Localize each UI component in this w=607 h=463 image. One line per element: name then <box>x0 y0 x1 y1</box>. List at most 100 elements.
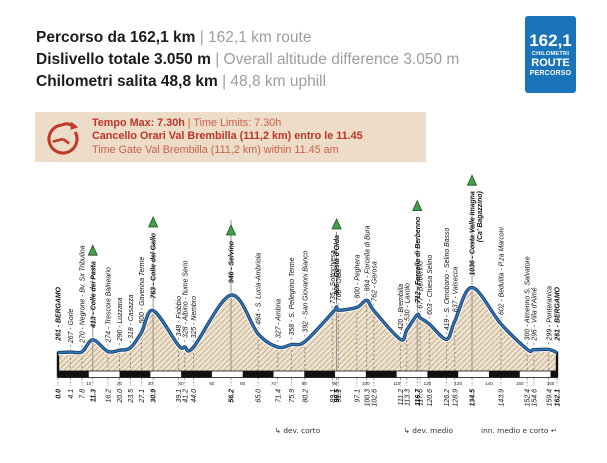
waypoint-label: 327 - Ambria <box>275 299 282 338</box>
axis-tick-label: 150 <box>516 381 524 386</box>
waypoint-labels: 261 - BERGAMO 267 - Gorle 270 - Negrone - … <box>56 174 562 344</box>
axis-bar-segment <box>550 371 557 378</box>
waypoint-label: 299 - Ponteranica <box>546 286 553 342</box>
time-gate-line-it: Cancello Orari Val Brembilla (111,2 km) … <box>92 130 363 143</box>
distance-stat: Percorso da 162,1 km | 162,1 km route <box>36 27 459 49</box>
waypoint-label: 267 - Gorle <box>68 308 75 344</box>
km-value-label: 91.1 <box>336 389 343 403</box>
km-badge-chilometri: CHILOMETRI <box>531 51 570 57</box>
axis-tick-label: 100 <box>362 381 370 386</box>
axis-bar-segment <box>119 371 151 378</box>
waypoint-label: 290 - Luzzana <box>117 297 124 342</box>
waypoint-label: 419 - S. Omobono - Selino Basso <box>444 228 451 331</box>
waypoint-label: 735 - Sottochiesa <box>330 250 337 304</box>
summit-label: 413 - Colle dei Pasta <box>90 261 97 329</box>
km-value-label: 30.9 <box>151 389 158 403</box>
km-badge-route: ROUTE <box>531 57 570 69</box>
axis-tick-label: 40 <box>179 381 185 386</box>
summit-label: 712 - Forcella di Berbenno <box>415 217 422 303</box>
km-value-label: 41.2 <box>182 389 189 403</box>
waypoint-label: 270 - Negrone - Bv. Sx Tribulina <box>80 245 87 344</box>
summit-label: 1036 - Costa Valle Imagna <box>470 191 477 276</box>
km-value-label: 0.0 <box>56 389 63 399</box>
time-gate-line-en: Time Gate Val Brembilla (111,2 km) withi… <box>92 143 339 156</box>
axis-bar-segment <box>242 371 274 378</box>
km-value-label: 154.6 <box>532 389 539 407</box>
km-value-label: 143.9 <box>499 389 506 407</box>
km-value-label: 65.0 <box>256 389 263 403</box>
summit-triangle-icon <box>466 174 478 186</box>
km-value-label: 27.1 <box>139 389 146 404</box>
time-limit-line1-it: Tempo Max: 7.30h <box>92 116 188 129</box>
axis-bar-segment <box>181 371 212 378</box>
km-value-label: 120.6 <box>427 389 434 407</box>
summit-triangle-icon <box>87 244 98 256</box>
time-limits-text: Tempo Max: 7.30h | Time Limits: 7.30h Ca… <box>92 117 363 157</box>
waypoint-label: 603 - Chiesa Selino <box>427 255 434 315</box>
km-value-label: 152.4 <box>525 389 532 407</box>
waypoint-label: 800 - Peghera <box>355 255 362 299</box>
km-value-label: 159.4 <box>546 389 553 407</box>
km-axis-labels: 0.0 4.1 7.8 11.3 16.2 20.0 23.5 27.1 30.9 39.1 41.… <box>56 388 562 407</box>
km-value-label: 20.0 <box>117 389 124 404</box>
axis-tick-label: 20 <box>117 381 123 386</box>
km-value-label: 117.6 <box>418 389 425 406</box>
route-stats: Percorso da 162,1 km | 162,1 km route Di… <box>36 27 459 93</box>
km-value-label: 134.5 <box>470 389 477 407</box>
km-badge-percorso: PERCORSO <box>529 70 572 77</box>
km-value-label: 39.1 <box>176 389 183 403</box>
axis-tick-label: 50 <box>209 381 215 386</box>
km-value-label: 16.2 <box>105 389 112 403</box>
clock-icon <box>47 121 79 155</box>
km-value-label: 162.1 <box>555 389 562 407</box>
summit-triangle-icon <box>412 199 423 211</box>
waypoint-label: 500 - Gaverina Terme <box>139 257 146 324</box>
km-badge: 162,1 CHILOMETRI ROUTE PERCORSO <box>525 16 576 93</box>
km-value-label: 71.4 <box>275 389 282 403</box>
axis-tick-label: 130 <box>454 381 462 386</box>
waypoint-label: 358 - S. Pellegrino Terme <box>289 257 296 335</box>
waypoint-label: 602 - Bedulita - P.za Marconi <box>499 227 506 315</box>
summit-triangle-icon <box>331 218 342 230</box>
altitude-stat: Dislivello totale 3.050 m | Overall alti… <box>36 49 459 71</box>
profile-line <box>57 285 559 356</box>
axis-bar-segment <box>304 371 336 378</box>
km-value-label: 126.2 <box>444 389 451 407</box>
km-value-label: 128.9 <box>452 389 459 407</box>
axis-tick-label: 30 <box>148 381 154 386</box>
waypoint-label: 348 - Fiobbio <box>176 296 183 336</box>
distance-stat-it: Percorso da 162,1 km <box>36 29 200 46</box>
km-value-label: 4.1 <box>68 389 75 399</box>
route-annotations: ↳ dev. corto ↳ dev. medio inn. medio e cor… <box>275 426 557 435</box>
axis-bar-segment <box>58 371 89 378</box>
waypoint-label: 261 - BERGAMO <box>56 286 63 341</box>
axis-tick-label: 160 <box>547 381 555 386</box>
km-value-label: 111.2 <box>398 389 405 406</box>
km-value-label: 97.1 <box>355 389 362 403</box>
waypoint-label: 261 - BERGAMO <box>555 286 562 341</box>
km-value-label: 89.1 <box>330 389 337 403</box>
waypoint-label: 530 - Laxolo <box>404 283 411 321</box>
waypoint-label: 637 - Valsecca <box>452 267 459 312</box>
waypoint-label: 274 - Trescore Balneario <box>105 267 112 343</box>
axis-tick-label: 60 <box>240 381 246 386</box>
summit-triangle-icon <box>225 224 237 236</box>
time-limits-box: Tempo Max: 7.30h | Time Limits: 7.30h Ca… <box>35 112 426 162</box>
uphill-stat: Chilometri salita 48,8 km | 48,8 km uphi… <box>36 71 459 93</box>
summit-label: 806 - Costa d'Olda <box>334 235 341 295</box>
waypoint-label: 884 - Forcella di Bura <box>364 225 371 291</box>
km-value-label: 75.9 <box>289 389 296 403</box>
axis-tick-label: 90 <box>332 381 338 386</box>
km-value-label: 7.8 <box>80 389 87 399</box>
altitude-stat-en: | Overall altitude difference 3.050 m <box>215 51 460 68</box>
summit-label-line2: (Ca' Bagazzino) <box>477 190 484 242</box>
km-value-label: 113.3 <box>404 389 411 406</box>
waypoint-label: 300 - Almenno S. Salvatore <box>525 256 532 340</box>
km-value-label: 116.7 <box>415 388 422 406</box>
uphill-stat-it: Chilometri salita 48,8 km <box>36 73 223 90</box>
route-annotation-label: ↳ dev. medio <box>404 426 454 435</box>
waypoint-label: 762 - Gerosa <box>371 261 378 301</box>
axis-tick-label: 140 <box>485 381 493 386</box>
waypoint-label: 677 - Berbenno <box>418 261 425 309</box>
